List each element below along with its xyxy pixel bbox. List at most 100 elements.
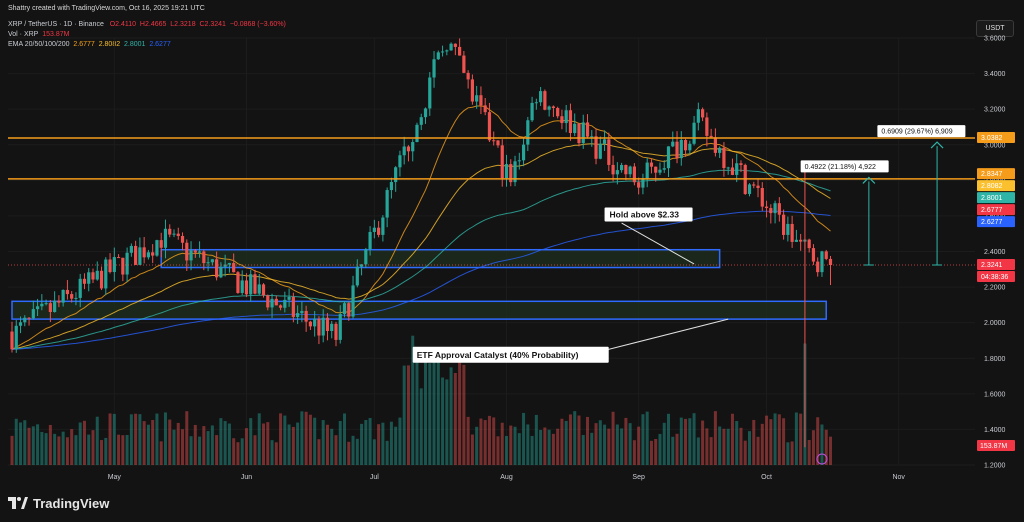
volume-bar (505, 435, 509, 465)
volume-bar (551, 433, 555, 465)
candle-body (637, 182, 641, 188)
ema200-line (11, 210, 831, 350)
price-tag (977, 259, 1015, 271)
candle-body (257, 284, 261, 294)
candle-body (658, 169, 662, 173)
volume-bar (411, 335, 415, 465)
volume-bar (104, 437, 108, 465)
volume-bar (70, 429, 74, 465)
price-tag (977, 131, 1015, 143)
candle-body (539, 91, 543, 103)
candle-body (308, 321, 313, 327)
candle-body (402, 146, 406, 156)
volume-bar (223, 421, 227, 465)
candle-body (760, 188, 764, 207)
candle-body (799, 239, 803, 242)
volume-bar (198, 436, 202, 465)
candle-body (266, 295, 270, 308)
volume-bar (530, 435, 534, 465)
candle-body (568, 110, 573, 134)
volume-bar (696, 437, 700, 465)
volume-bar (176, 422, 180, 465)
candle-body (330, 323, 334, 332)
volume-bar (679, 417, 683, 465)
candle-body (159, 240, 163, 248)
price-tag-label: 2.6277 (981, 219, 1003, 226)
candle-body (338, 314, 342, 340)
candle-body (547, 106, 551, 110)
candle-body (449, 43, 453, 51)
ema20-value: 2.6777 (73, 41, 95, 48)
candle-body (18, 322, 23, 326)
volume-bar (163, 412, 167, 465)
volume-bar (308, 414, 312, 465)
candle-body (722, 147, 726, 169)
candle-body (688, 143, 692, 151)
tradingview-logo-icon (8, 497, 28, 509)
volume-bar (215, 435, 219, 465)
volume-bar (206, 431, 210, 465)
candle-body (747, 184, 752, 194)
candle-body (189, 250, 193, 261)
candle-body (10, 331, 14, 350)
volume-bar (718, 426, 722, 465)
price-tag-label: 2.8082 (981, 183, 1003, 190)
volume-bar (300, 411, 304, 465)
volume-bar (487, 415, 491, 465)
candle-body (445, 50, 449, 52)
volume-bar (134, 413, 138, 465)
candle-body (705, 117, 709, 136)
candle-body (70, 294, 74, 299)
candle-body (82, 278, 87, 284)
volume-bar (14, 418, 18, 465)
candle-body (406, 146, 411, 152)
candle-body (782, 214, 786, 235)
volume-bar (790, 441, 794, 465)
volume-bar (402, 365, 406, 465)
volume-bar (811, 430, 815, 465)
candle-body (807, 239, 811, 249)
volume-bar (730, 413, 734, 465)
volume-bar (496, 436, 500, 465)
volume-bar (296, 422, 300, 465)
volume-bar (816, 417, 820, 465)
candle-body (359, 264, 364, 267)
candle-body (453, 43, 457, 47)
candle-body (573, 123, 577, 134)
volume-bar (219, 418, 223, 465)
volume-bar (112, 413, 116, 465)
volume-bar (262, 423, 266, 465)
volume-bar (701, 420, 705, 465)
volume-bar (364, 419, 368, 465)
volume-bar (415, 362, 419, 465)
candle-body (23, 317, 27, 323)
volume-bar (27, 427, 31, 465)
candle-body (232, 263, 236, 273)
ema50-line (11, 143, 831, 350)
volume-bar (368, 418, 372, 465)
volume-bar (321, 420, 325, 465)
price-axis-tick: 3.2000 (984, 107, 1006, 114)
price-axis-tick: 1.6000 (984, 391, 1006, 398)
candle-body (355, 266, 359, 286)
candle-body (197, 251, 202, 253)
volume-bar (662, 422, 666, 465)
candle-body (142, 247, 146, 258)
candle-body (483, 105, 487, 113)
candle-body (487, 112, 492, 141)
candle-body (210, 259, 214, 263)
volume-label: Vol · XRP (8, 31, 39, 38)
candle-body (726, 167, 730, 169)
candle-body (78, 278, 82, 298)
candle-body (44, 303, 48, 305)
currency-button[interactable]: USDT (976, 20, 1014, 37)
volume-bar (441, 377, 445, 465)
candle-body (342, 303, 347, 315)
volume-bar (799, 413, 803, 465)
candle-body (581, 122, 585, 144)
price-tag (977, 271, 1015, 283)
measure-label: 0.6909 (29.67%) 6,909 (881, 129, 952, 136)
volume-bar (406, 365, 410, 465)
volume-bar (492, 417, 496, 465)
